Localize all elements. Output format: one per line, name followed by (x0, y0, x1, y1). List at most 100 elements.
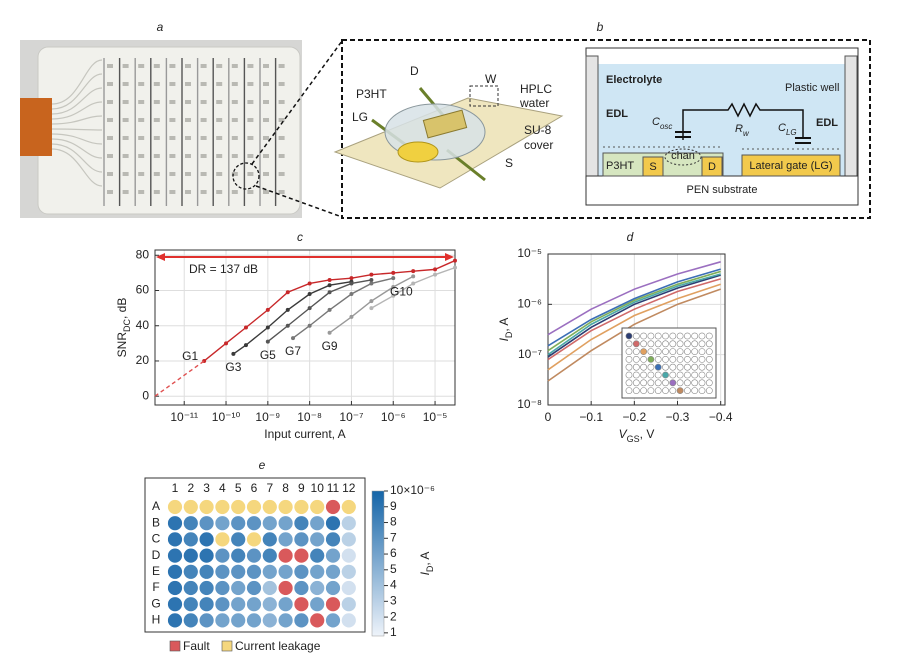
axis-label-sub: D (425, 565, 435, 572)
leakage-well (341, 499, 357, 515)
pad (153, 154, 160, 158)
inset-well (662, 363, 669, 371)
pad (200, 190, 207, 194)
pad (231, 82, 238, 86)
data-point (307, 306, 312, 311)
pad (185, 154, 191, 158)
axis-label-main: V (619, 427, 628, 441)
pad (107, 82, 113, 86)
inset-well (698, 348, 706, 355)
well (198, 596, 215, 612)
well (246, 580, 262, 596)
fault-well (277, 580, 294, 596)
well (198, 612, 215, 629)
pad (138, 190, 145, 194)
inset-well (684, 355, 691, 363)
pad (247, 172, 254, 176)
pad (107, 118, 113, 122)
pad (278, 172, 285, 176)
well (341, 564, 357, 580)
data-point (369, 281, 374, 286)
row-label: H (152, 613, 161, 627)
pad (216, 136, 223, 140)
well (246, 547, 262, 564)
panel-b: b D W P3HT HPLC water LG SU-8 cover S (333, 20, 871, 219)
inset-well (647, 348, 655, 355)
pad (138, 100, 145, 104)
pad (231, 136, 238, 140)
inset-well (676, 363, 684, 371)
well (214, 547, 231, 564)
inset-well (625, 387, 633, 394)
well (277, 596, 294, 612)
y-tick-label: 60 (136, 283, 150, 297)
label: D (708, 161, 716, 173)
panel-a: a (20, 20, 343, 218)
zoom-line (251, 40, 343, 165)
data-point (411, 269, 416, 274)
well (325, 612, 341, 629)
series-label: G3 (225, 360, 241, 374)
data-point (433, 272, 438, 277)
zoom-circle (232, 162, 260, 190)
legend-swatch (169, 640, 181, 652)
inset-well (654, 355, 662, 363)
well-wall (844, 55, 858, 177)
axis-label-sub: DC (122, 319, 132, 332)
leakage-well (183, 499, 199, 515)
inset-well (705, 348, 713, 355)
axis-label-main: I (418, 571, 432, 575)
x-tick-label: 10⁻⁷ (339, 410, 363, 424)
trace (51, 59, 103, 105)
well (325, 515, 341, 531)
colorbar-tick-label: 9 (390, 499, 397, 513)
data-point (411, 274, 416, 279)
series-line (547, 283, 721, 371)
well (309, 564, 325, 580)
label: W (485, 72, 497, 86)
pad (185, 136, 191, 140)
inset-well (684, 332, 691, 340)
data-point (433, 267, 438, 272)
well (325, 531, 341, 548)
fault-well (325, 596, 341, 612)
pad (263, 172, 269, 176)
axis-label-unit: , A (497, 318, 511, 332)
inset-well (684, 387, 691, 394)
source (642, 156, 664, 177)
well (246, 564, 262, 580)
inset-well (669, 387, 677, 394)
drain (701, 156, 723, 177)
channel (664, 148, 702, 166)
axis-label-main: I (497, 337, 511, 341)
inset-well (698, 387, 706, 394)
pad (278, 82, 285, 86)
x-tick-label: 0 (545, 410, 552, 424)
pad (263, 100, 269, 104)
inset-well (647, 387, 655, 394)
leakage-well (214, 531, 231, 548)
pad (107, 172, 113, 176)
well (214, 596, 231, 612)
pad (107, 136, 113, 140)
inset-well (698, 355, 706, 363)
axis-label-main: SNR (115, 332, 129, 358)
inset-well (676, 332, 684, 340)
inset-well (625, 332, 633, 340)
column-label: 12 (342, 481, 356, 495)
inset-well (684, 371, 691, 379)
label: chan (671, 150, 695, 162)
well (183, 564, 199, 580)
pad (247, 82, 254, 86)
panel-label: b (597, 20, 604, 34)
well (341, 596, 357, 612)
inset-well (705, 340, 713, 348)
circuit-wire (682, 102, 804, 140)
x-tick-label: −0.3 (666, 410, 690, 424)
label: cover (524, 138, 553, 152)
well (309, 531, 325, 548)
data-point (369, 306, 374, 311)
data-point (265, 307, 270, 312)
data-point (265, 339, 270, 344)
data-point (327, 290, 332, 295)
